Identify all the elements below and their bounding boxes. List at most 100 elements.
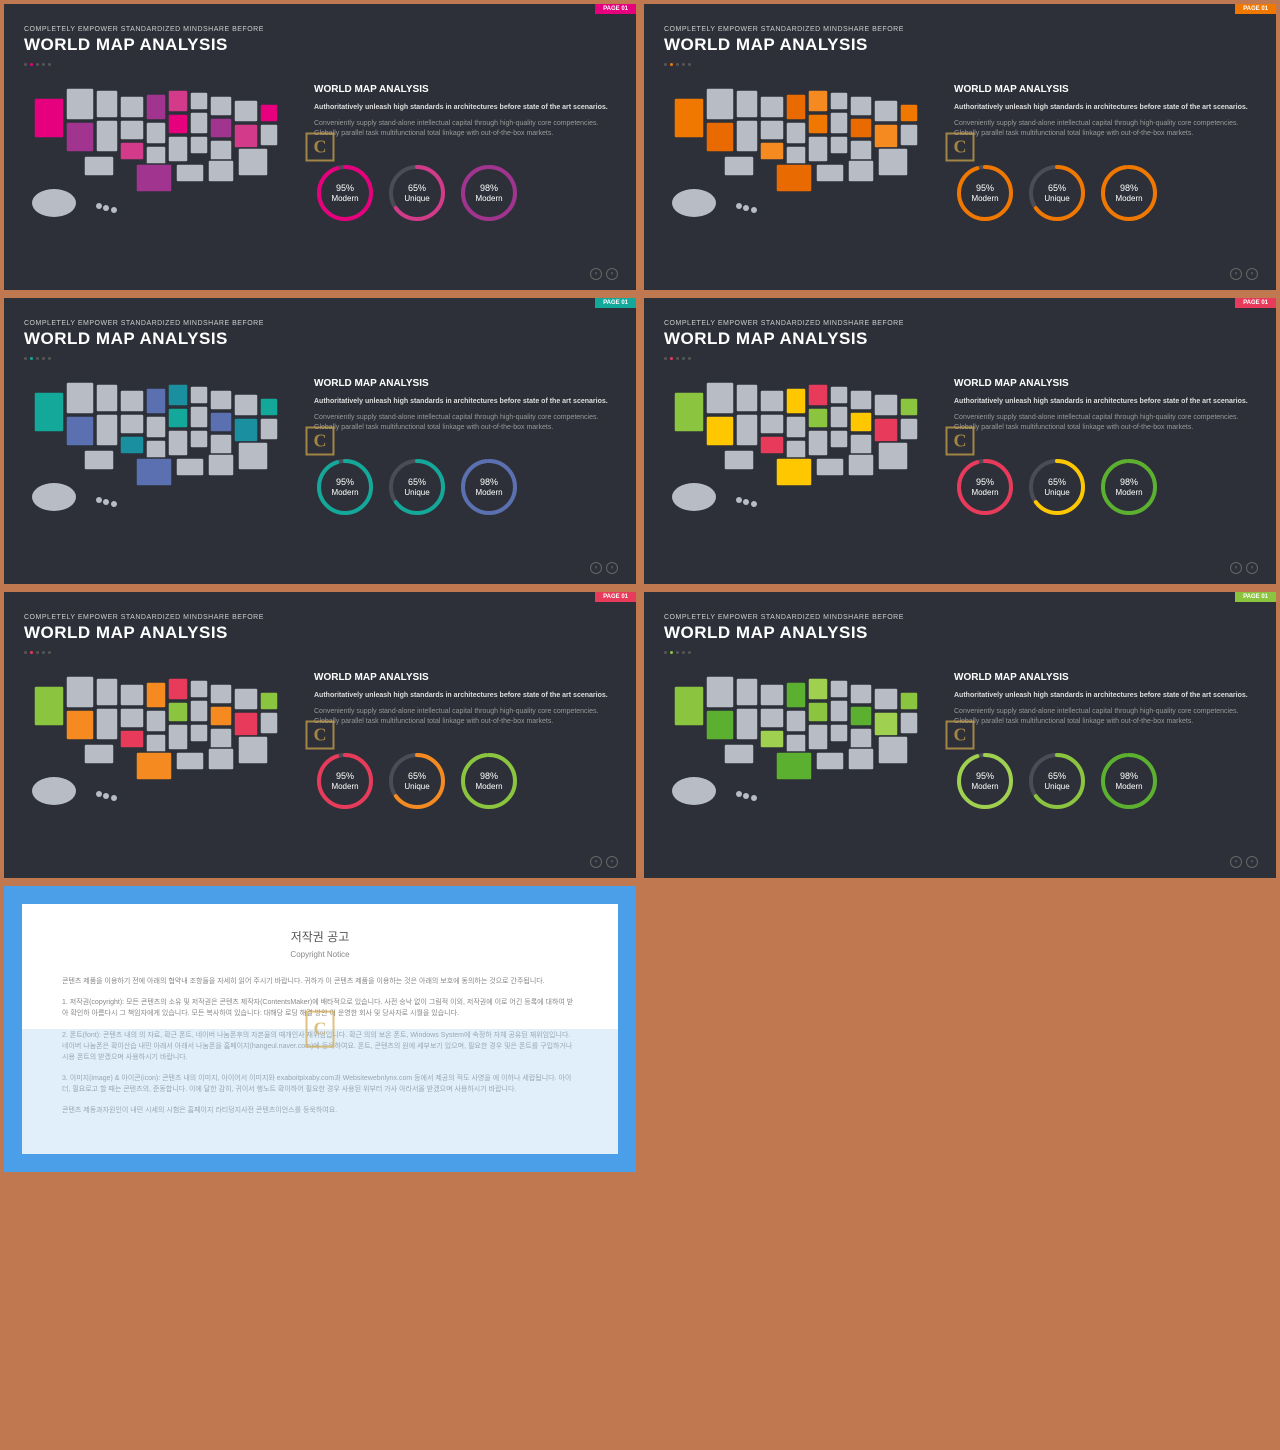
accent-dot [24,63,27,66]
ring-label: Modern [331,488,358,498]
stat-ring: 95%Modern [954,456,1016,518]
kicker: COMPLETELY EMPOWER STANDARDIZED MINDSHAR… [24,26,616,33]
slide-title: WORLD MAP ANALYSIS [664,35,1256,55]
ring-label: Modern [1115,488,1142,498]
accent-dot [24,357,27,360]
accent-dot [48,651,51,654]
next-button[interactable]: › [1246,856,1258,868]
accent-dot [688,63,691,66]
stat-ring: 95%Modern [314,456,376,518]
copyright-title: 저작권 공고 [62,928,578,947]
accent-dots [664,651,1256,654]
ring-percent: 65% [1044,477,1069,488]
stat-ring: 98%Modern [1098,162,1160,224]
ring-label: Unique [404,782,429,792]
ring-label: Modern [331,194,358,204]
accent-dot [688,357,691,360]
ring-percent: 95% [971,771,998,782]
page-badge: PAGE 01 [595,4,636,14]
prev-button[interactable]: ‹ [1230,268,1242,280]
next-button[interactable]: › [606,268,618,280]
prev-button[interactable]: ‹ [1230,856,1242,868]
accent-dot [676,651,679,654]
ring-label: Unique [1044,194,1069,204]
us-map [664,666,934,816]
ring-label: Modern [475,782,502,792]
next-button[interactable]: › [606,856,618,868]
next-button[interactable]: › [1246,562,1258,574]
accent-dot [48,63,51,66]
page-badge: PAGE 01 [595,592,636,602]
accent-dot [682,651,685,654]
slide-title: WORLD MAP ANALYSIS [24,35,616,55]
slide-6: PAGE 01 COMPLETELY EMPOWER STANDARDIZED … [644,592,1276,878]
watermark: C [306,133,335,162]
overlay [22,1029,618,1154]
watermark: C [946,133,975,162]
ring-label: Modern [971,782,998,792]
accent-dot [42,63,45,66]
prev-button[interactable]: ‹ [590,268,602,280]
lead-text: Authoritatively unleash high standards i… [314,397,616,407]
stat-ring: 65%Unique [386,750,448,812]
body-text: Conveniently supply stand-alone intellec… [314,119,616,139]
stat-ring: 95%Modern [954,162,1016,224]
slide-title: WORLD MAP ANALYSIS [664,329,1256,349]
stat-ring: 65%Unique [1026,456,1088,518]
ring-percent: 98% [475,183,502,194]
accent-dot [670,63,673,66]
accent-dots [24,651,616,654]
lead-text: Authoritatively unleash high standards i… [314,691,616,701]
stat-ring: 98%Modern [458,162,520,224]
watermark: C [306,427,335,456]
next-button[interactable]: › [606,562,618,574]
slide-4: PAGE 01 COMPLETELY EMPOWER STANDARDIZED … [644,298,1276,584]
prev-button[interactable]: ‹ [590,856,602,868]
section-subtitle: WORLD MAP ANALYSIS [314,84,616,95]
ring-label: Unique [1044,488,1069,498]
ring-percent: 95% [971,183,998,194]
prev-button[interactable]: ‹ [1230,562,1242,574]
watermark: C [306,721,335,750]
next-button[interactable]: › [1246,268,1258,280]
slide-title: WORLD MAP ANALYSIS [24,623,616,643]
accent-dots [24,357,616,360]
accent-dot [36,651,39,654]
ring-percent: 98% [1115,183,1142,194]
body-text: Conveniently supply stand-alone intellec… [954,119,1256,139]
ring-percent: 95% [331,183,358,194]
accent-dot [30,357,33,360]
ring-percent: 65% [1044,183,1069,194]
slide-2: PAGE 01 COMPLETELY EMPOWER STANDARDIZED … [644,4,1276,290]
page-badge: PAGE 01 [595,298,636,308]
accent-dot [676,63,679,66]
copyright-p1: 콘텐츠 제품을 이용하기 전에 아래의 협약내 조항들을 자세히 읽어 주시기 … [62,976,578,987]
stat-ring: 65%Unique [386,162,448,224]
kicker: COMPLETELY EMPOWER STANDARDIZED MINDSHAR… [664,614,1256,621]
ring-label: Modern [1115,194,1142,204]
us-map [664,78,934,228]
page-badge: PAGE 01 [1235,298,1276,308]
ring-percent: 95% [971,477,998,488]
body-text: Conveniently supply stand-alone intellec… [314,413,616,433]
us-map [664,372,934,522]
ring-label: Unique [404,488,429,498]
ring-percent: 65% [404,771,429,782]
watermark: C [946,427,975,456]
slide-title: WORLD MAP ANALYSIS [664,623,1256,643]
ring-label: Modern [971,194,998,204]
stat-ring: 65%Unique [1026,750,1088,812]
accent-dot [676,357,679,360]
lead-text: Authoritatively unleash high standards i… [954,691,1256,701]
page-badge: PAGE 01 [1235,592,1276,602]
copyright-subtitle: Copyright Notice [62,949,578,962]
slide-title: WORLD MAP ANALYSIS [24,329,616,349]
accent-dot [682,357,685,360]
ring-label: Unique [1044,782,1069,792]
prev-button[interactable]: ‹ [590,562,602,574]
accent-dot [42,357,45,360]
slide-5: PAGE 01 COMPLETELY EMPOWER STANDARDIZED … [4,592,636,878]
stat-rings: 95%Modern 65%Unique 98%Modern [954,750,1256,812]
body-text: Conveniently supply stand-alone intellec… [314,707,616,727]
accent-dot [36,63,39,66]
